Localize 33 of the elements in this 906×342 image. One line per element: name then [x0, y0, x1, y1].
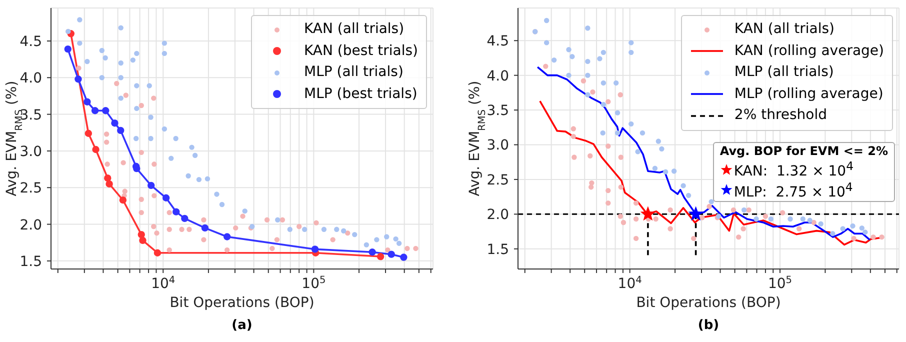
y-tick-label: 3.0	[486, 138, 509, 154]
y-tick-label: 4.5	[486, 34, 509, 50]
y-tick-label: 4.0	[20, 70, 42, 87]
legend-label: MLP (all trials)	[734, 63, 834, 82]
x-tick-label: 10$^{5}$	[302, 274, 326, 292]
legend-label: MLP (best trials)	[304, 84, 418, 104]
y-tick-label: 2.5	[486, 172, 509, 188]
annotation: MLP: 2.75 × 10$^{4}$	[734, 180, 853, 200]
y-tick-label: 1.5	[486, 242, 509, 258]
y-tick-label: 3.0	[20, 144, 42, 160]
legend-label: MLP (rolling average)	[734, 84, 884, 104]
y-tick-label: 2.0	[486, 207, 509, 224]
legend-label: 2% threshold	[734, 106, 828, 125]
legend-label: MLP (all trials)	[304, 63, 404, 82]
y-tick-label: 2.5	[20, 180, 42, 197]
text: (a)	[230, 318, 254, 333]
y-tick-label: 3.5	[486, 103, 509, 120]
legend-label: KAN (rolling average)	[734, 42, 884, 60]
x-tick-label: 10$^{5}$	[768, 274, 792, 292]
legend-label: KAN (all trials)	[734, 20, 834, 39]
y-tick-label: 4.5	[20, 34, 42, 50]
legend-label: KAN (all trials)	[304, 20, 404, 39]
x-tick-label: 10$^{4}$	[618, 274, 642, 292]
x-axis-title: Bit Operations (BOP)	[170, 295, 314, 311]
x-axis-title: Bit Operations (BOP)	[636, 295, 781, 311]
legend-label: KAN (best trials)	[304, 42, 418, 60]
annotation: Avg. BOP for EVM <= 2%	[720, 144, 888, 159]
y-tick-label: 1.5	[20, 254, 42, 270]
x-tick-label: 10$^{4}$	[151, 274, 176, 292]
annotation: KAN: 1.32 × 10$^{4}$	[734, 159, 854, 180]
y-tick-label: 2.0	[20, 217, 42, 234]
text: (b)	[696, 318, 720, 333]
y-tick-label: 4.0	[486, 68, 509, 84]
